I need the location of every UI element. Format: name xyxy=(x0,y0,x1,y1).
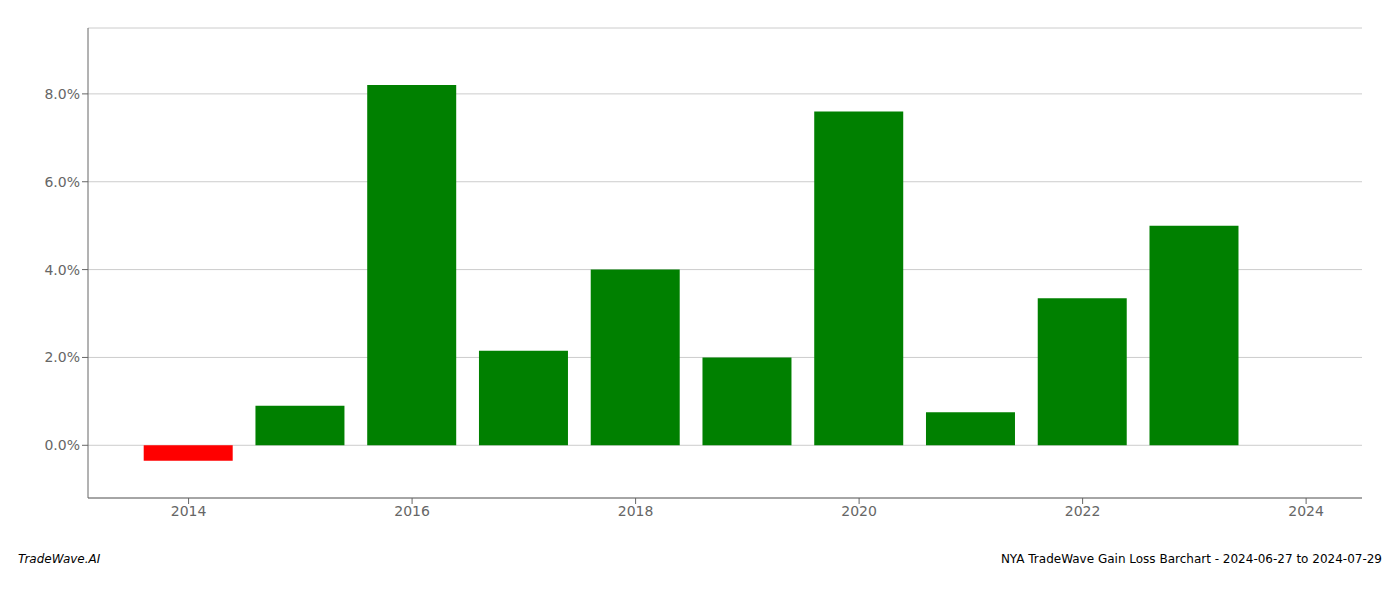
html-text:TradeWave.AI: TradeWave.AI xyxy=(18,552,101,566)
html-text:NYA TradeWave Gain Loss Barcha: NYA TradeWave Gain Loss Barchart - 2024-… xyxy=(1000,552,1382,566)
svg-text:2022: 2022 xyxy=(1065,503,1101,519)
svg-text:2018: 2018 xyxy=(618,503,654,519)
svg-text:2024: 2024 xyxy=(1288,503,1324,519)
svg-text:6.0%: 6.0% xyxy=(44,174,80,190)
svg-text:2014: 2014 xyxy=(171,503,207,519)
svg-text:4.0%: 4.0% xyxy=(44,262,80,278)
svg-text:2.0%: 2.0% xyxy=(44,349,80,365)
svg-text:8.0%: 8.0% xyxy=(44,86,80,102)
svg-text:2020: 2020 xyxy=(841,503,877,519)
svg-text:2016: 2016 xyxy=(394,503,430,519)
svg-text:0.0%: 0.0% xyxy=(44,437,80,453)
